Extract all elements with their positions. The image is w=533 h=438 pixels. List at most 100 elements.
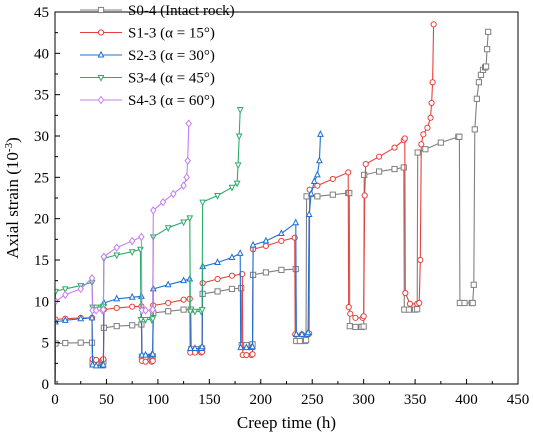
data-point	[304, 328, 312, 336]
data-point	[429, 79, 436, 86]
data-point	[228, 253, 236, 261]
data-point	[401, 135, 408, 142]
data-point	[149, 316, 157, 324]
x-tick-label: 100	[147, 392, 170, 408]
data-point	[128, 236, 136, 246]
data-point	[142, 350, 149, 358]
y-tick-label: 10	[34, 294, 49, 310]
data-point	[191, 308, 199, 316]
data-point	[113, 243, 120, 252]
data-point	[62, 339, 69, 347]
legend-item: S4-3 (α = 60°)	[80, 93, 215, 109]
data-point	[180, 219, 188, 227]
data-point	[113, 252, 121, 260]
data-point	[77, 284, 84, 294]
x-tick-label: 350	[404, 392, 427, 408]
data-point	[138, 232, 145, 242]
data-point	[420, 131, 427, 138]
series-2	[55, 21, 437, 384]
data-point	[165, 308, 172, 315]
data-point	[136, 246, 144, 254]
data-point	[129, 322, 136, 329]
data-point	[475, 79, 483, 86]
data-point	[428, 99, 435, 107]
data-point	[142, 317, 149, 324]
data-point	[417, 256, 424, 264]
data-point	[414, 149, 421, 156]
data-point	[185, 119, 192, 128]
data-point	[310, 177, 318, 184]
data-point	[456, 133, 463, 140]
data-point	[214, 288, 221, 295]
x-tick-label: 50	[99, 392, 114, 408]
data-point	[92, 361, 100, 369]
x-axis-title: Creep time (h)	[237, 413, 336, 432]
data-point	[243, 351, 250, 359]
data-point	[418, 141, 425, 148]
data-point	[470, 281, 477, 288]
data-point	[149, 357, 156, 364]
data-point	[313, 170, 321, 178]
legend-item: S1-3 (α = 15°)	[80, 26, 215, 42]
x-tick-label: 250	[301, 392, 324, 408]
data-point	[317, 130, 324, 137]
data-point	[329, 191, 336, 198]
data-point	[360, 323, 367, 330]
data-point	[316, 156, 323, 164]
data-point	[191, 344, 199, 351]
data-point	[262, 236, 270, 244]
data-point	[137, 317, 145, 324]
y-axis-title-sup: -3	[3, 142, 15, 152]
data-point	[402, 289, 409, 297]
data-point	[427, 114, 434, 121]
data-point	[391, 165, 398, 173]
data-point	[292, 330, 300, 337]
data-point	[228, 272, 236, 279]
data-point	[305, 210, 313, 218]
y-axis-title: Axial strain (10-3)	[3, 137, 22, 259]
x-tick-label: 0	[51, 392, 59, 408]
data-point	[422, 146, 429, 153]
y-tick-label: 30	[34, 129, 49, 145]
x-tick-label: 200	[250, 392, 273, 408]
x-tick-label: 300	[352, 392, 375, 408]
data-point	[180, 306, 187, 313]
data-point	[99, 360, 107, 368]
data-point	[262, 242, 270, 250]
data-point	[199, 199, 207, 207]
legend-label: S0-4 (Intact rock)	[128, 3, 235, 19]
data-point	[149, 349, 157, 357]
data-point	[186, 215, 194, 223]
legend: S0-4 (Intact rock) S1-3 (α = 15°) S2-3 (α …	[80, 3, 235, 109]
data-point	[150, 206, 157, 215]
series-line	[55, 134, 322, 384]
data-point	[214, 193, 221, 200]
data-point	[346, 323, 353, 330]
data-point	[461, 299, 468, 307]
data-point	[405, 306, 413, 313]
data-point	[170, 189, 177, 199]
data-point	[400, 164, 407, 171]
data-point	[471, 126, 478, 133]
data-point	[477, 71, 485, 78]
data-point	[278, 266, 285, 274]
legend-label: S2-3 (α = 30°)	[128, 48, 215, 64]
y-tick-label: 20	[34, 212, 49, 228]
legend-marker	[97, 95, 105, 105]
data-point	[236, 249, 244, 256]
data-point	[129, 303, 136, 310]
data-point	[164, 225, 172, 233]
data-point	[249, 240, 257, 248]
data-point	[360, 313, 367, 320]
data-point	[292, 218, 300, 226]
y-tick-label: 5	[42, 336, 50, 352]
x-tick-label: 150	[198, 392, 221, 408]
data-point	[347, 310, 354, 317]
data-point	[237, 343, 245, 351]
data-point	[77, 339, 84, 346]
data-point	[186, 308, 194, 316]
series-1	[55, 28, 492, 384]
data-point	[180, 296, 187, 303]
data-point	[236, 107, 244, 114]
